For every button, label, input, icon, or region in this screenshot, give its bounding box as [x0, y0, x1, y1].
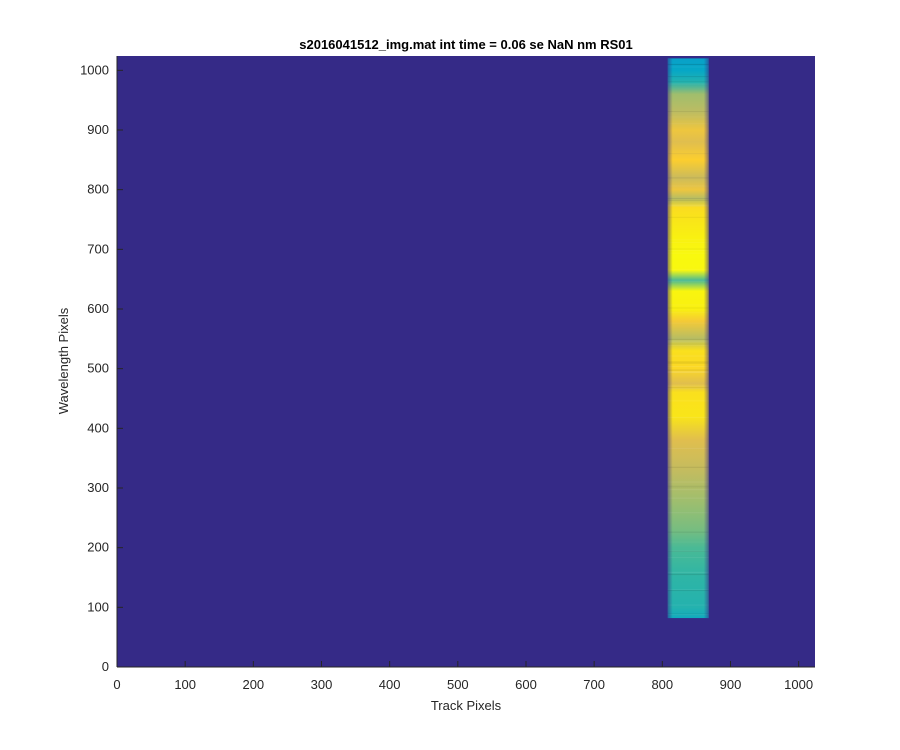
x-axis-label: Track Pixels — [431, 698, 502, 713]
x-tick-label: 0 — [113, 677, 120, 692]
y-tick-label: 0 — [102, 659, 109, 674]
plot-area — [117, 56, 815, 667]
y-tick-label: 1000 — [80, 62, 109, 77]
y-tick-label: 300 — [87, 480, 109, 495]
x-tick-label: 200 — [242, 677, 264, 692]
x-tick-label: 800 — [651, 677, 673, 692]
y-tick-label: 200 — [87, 540, 109, 555]
y-tick-label: 600 — [87, 301, 109, 316]
chart-title: s2016041512_img.mat int time = 0.06 se N… — [299, 37, 633, 52]
y-tick-label: 900 — [87, 122, 109, 137]
x-tick-label: 300 — [311, 677, 333, 692]
axes-group: 0 100 200 300 400 500 600 700 800 900 1000 0 100 200… — [80, 56, 815, 692]
y-tick-label: 100 — [87, 599, 109, 614]
x-tick-group: 0 100 200 300 400 500 600 700 800 900 1000 — [113, 661, 813, 692]
heatmap-background — [117, 56, 815, 667]
x-tick-label: 900 — [720, 677, 742, 692]
y-axis-label: Wavelength Pixels — [56, 307, 71, 414]
signal-band-edge-shade — [667, 58, 709, 619]
x-tick-label: 600 — [515, 677, 537, 692]
x-tick-label: 500 — [447, 677, 469, 692]
signal-band-group — [667, 58, 709, 619]
x-tick-label: 1000 — [784, 677, 813, 692]
x-tick-label: 100 — [174, 677, 196, 692]
y-tick-label: 500 — [87, 361, 109, 376]
y-tick-label: 400 — [87, 420, 109, 435]
y-tick-label: 800 — [87, 182, 109, 197]
y-tick-label: 700 — [87, 241, 109, 256]
x-tick-label: 700 — [583, 677, 605, 692]
x-tick-label: 400 — [379, 677, 401, 692]
y-tick-group: 0 100 200 300 400 500 600 700 800 900 1000 — [80, 62, 123, 674]
